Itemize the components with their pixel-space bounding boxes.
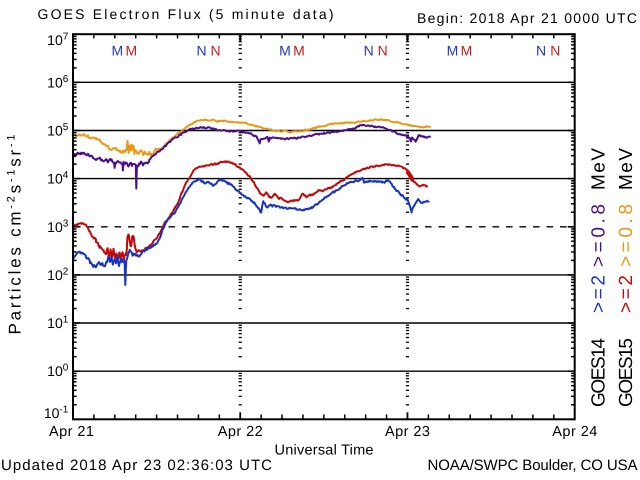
svg-text:GOES Electron Flux (5 minute d: GOES Electron Flux (5 minute data) <box>38 6 334 22</box>
svg-text:MeV: MeV <box>589 148 610 190</box>
svg-text:M: M <box>293 43 305 59</box>
svg-text:Apr 21: Apr 21 <box>49 424 94 440</box>
svg-text:M: M <box>279 43 291 59</box>
svg-text:M: M <box>111 43 123 59</box>
svg-text:Particles cm-2s-1sr-1: Particles cm-2s-1sr-1 <box>6 135 25 335</box>
svg-text:N: N <box>197 43 207 59</box>
svg-text:M: M <box>447 43 459 59</box>
svg-text:M: M <box>125 43 137 59</box>
svg-text:Begin: 2018 Apr 21 0000 UTC: Begin: 2018 Apr 21 0000 UTC <box>417 10 637 26</box>
svg-text:N: N <box>364 43 374 59</box>
svg-text:N: N <box>550 43 560 59</box>
svg-text:Apr 24: Apr 24 <box>552 424 597 440</box>
svg-text:Apr 23: Apr 23 <box>385 424 430 440</box>
svg-text:GOES14: GOES14 <box>589 338 610 407</box>
svg-text:N: N <box>378 43 388 59</box>
svg-text:>=0.8: >=0.8 <box>616 204 637 267</box>
svg-text:M: M <box>461 43 473 59</box>
svg-text:Universal Time: Universal Time <box>275 442 374 458</box>
svg-text:NOAA/SWPC Boulder, CO USA: NOAA/SWPC Boulder, CO USA <box>428 457 638 474</box>
svg-text:MeV: MeV <box>616 148 637 190</box>
svg-text:N: N <box>536 43 546 59</box>
svg-text:>=2: >=2 <box>589 275 610 313</box>
svg-text:GOES15: GOES15 <box>616 338 637 407</box>
svg-text:>=2: >=2 <box>616 275 637 313</box>
svg-text:Updated 2018 Apr 23 02:36:03 U: Updated 2018 Apr 23 02:36:03 UTC <box>1 457 272 474</box>
svg-text:Apr 22: Apr 22 <box>218 424 263 440</box>
svg-text:N: N <box>211 43 221 59</box>
svg-text:>=0.8: >=0.8 <box>589 204 610 267</box>
